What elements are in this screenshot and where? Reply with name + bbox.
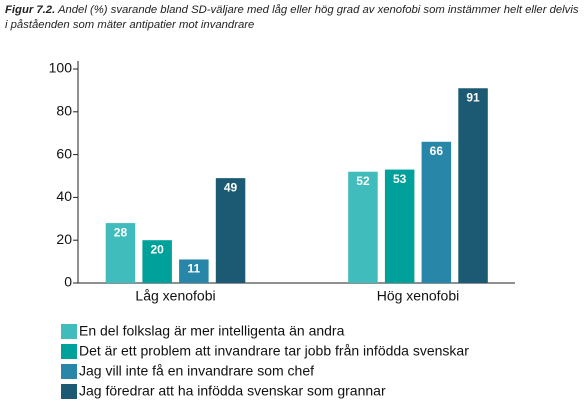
title-text: Andel (%) svarande bland SD-väljare med … — [5, 4, 579, 31]
bar — [142, 240, 172, 283]
value-label: 28 — [114, 225, 128, 239]
legend-label: Jag föredrar att ha infödda svenskar som… — [79, 383, 386, 399]
value-label: 52 — [356, 174, 370, 188]
legend-label: En del folkslag är mer intelligenta än a… — [79, 323, 345, 339]
value-label: 53 — [393, 172, 407, 186]
x-tick-label: Hög xenofobi — [377, 288, 460, 304]
bar — [458, 88, 488, 283]
y-tick-label: 80 — [56, 103, 72, 119]
y-tick-label: 100 — [49, 60, 73, 76]
figure-label: Figur 7.2. — [5, 4, 56, 16]
y-tick-label: 20 — [56, 231, 72, 247]
chart-title: Figur 7.2. Andel (%) svarande bland SD-v… — [5, 3, 580, 33]
value-label: 20 — [150, 242, 164, 256]
x-tick-label: Låg xenofobi — [135, 288, 215, 304]
bar — [179, 259, 209, 283]
value-label: 91 — [466, 90, 480, 104]
y-tick-label: 0 — [64, 274, 72, 290]
y-tick-label: 60 — [56, 145, 72, 161]
legend-swatch — [61, 384, 77, 399]
legend-swatch — [61, 324, 77, 339]
bar — [421, 141, 452, 283]
bar — [384, 169, 415, 283]
bar — [215, 178, 246, 283]
legend-label: Det är ett problem att invandrare tar jo… — [79, 343, 469, 359]
value-label: 49 — [224, 180, 238, 194]
legend-label: Jag vill inte få en invandrare som chef — [79, 363, 314, 379]
y-tick-label: 40 — [56, 188, 72, 204]
legend-swatch — [61, 344, 77, 359]
legend-swatch — [61, 364, 77, 379]
bar — [105, 223, 136, 283]
value-label: 66 — [430, 144, 444, 158]
bar — [348, 171, 378, 283]
value-label: 11 — [188, 262, 201, 276]
